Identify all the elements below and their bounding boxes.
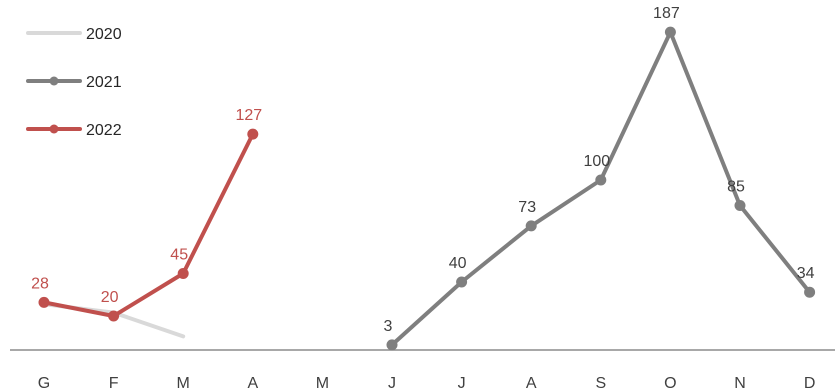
data-label: 34 bbox=[797, 265, 815, 282]
series-2021: 3 40 73 100 187 85 34 bbox=[384, 5, 816, 351]
legend-item: 2021 bbox=[26, 74, 122, 91]
data-point bbox=[247, 128, 259, 140]
data-label: 187 bbox=[653, 5, 680, 22]
data-point bbox=[525, 220, 537, 232]
series-layer: 3 40 73 100 187 85 34 28 20 45 127 bbox=[31, 5, 816, 351]
data-label: 85 bbox=[727, 179, 745, 196]
data-point bbox=[386, 339, 398, 351]
x-tick-label: S bbox=[595, 375, 606, 389]
series-2022: 28 20 45 127 bbox=[31, 107, 262, 322]
x-tick-label: M bbox=[316, 375, 329, 389]
series-line bbox=[42, 132, 255, 318]
series-line bbox=[390, 30, 812, 347]
data-point bbox=[108, 310, 120, 322]
data-point bbox=[456, 276, 468, 288]
data-point bbox=[734, 200, 746, 211]
legend-item: 2020 bbox=[26, 26, 122, 43]
data-label: 100 bbox=[583, 153, 610, 170]
x-tick-label: J bbox=[458, 375, 466, 389]
legend: 2020 2021 2022 bbox=[26, 26, 122, 139]
data-label: 3 bbox=[384, 318, 393, 335]
data-point bbox=[664, 26, 676, 38]
data-label: 127 bbox=[235, 107, 262, 124]
x-tick-label: O bbox=[664, 375, 676, 389]
legend-label: 2021 bbox=[86, 74, 122, 91]
x-tick-label: F bbox=[109, 375, 119, 389]
data-label: 40 bbox=[449, 255, 467, 272]
data-label: 73 bbox=[518, 199, 536, 216]
data-point bbox=[595, 174, 607, 186]
x-tick-label: A bbox=[526, 375, 537, 389]
x-tick-label: G bbox=[38, 375, 50, 389]
data-label: 20 bbox=[101, 289, 119, 306]
legend-label: 2022 bbox=[86, 122, 122, 139]
x-tick-label: A bbox=[247, 375, 258, 389]
legend-label: 2020 bbox=[86, 26, 122, 43]
data-point bbox=[804, 286, 816, 298]
x-tick-label: J bbox=[388, 375, 396, 389]
data-label: 45 bbox=[170, 247, 188, 264]
legend-item: 2022 bbox=[26, 122, 122, 139]
data-point bbox=[38, 296, 50, 308]
data-label: 28 bbox=[31, 275, 49, 292]
data-point bbox=[177, 268, 189, 279]
legend-marker bbox=[49, 76, 59, 86]
x-tick-label: M bbox=[177, 375, 190, 389]
x-tick-label: N bbox=[734, 375, 746, 389]
x-tick-label: D bbox=[804, 375, 816, 389]
legend-marker bbox=[49, 124, 59, 134]
